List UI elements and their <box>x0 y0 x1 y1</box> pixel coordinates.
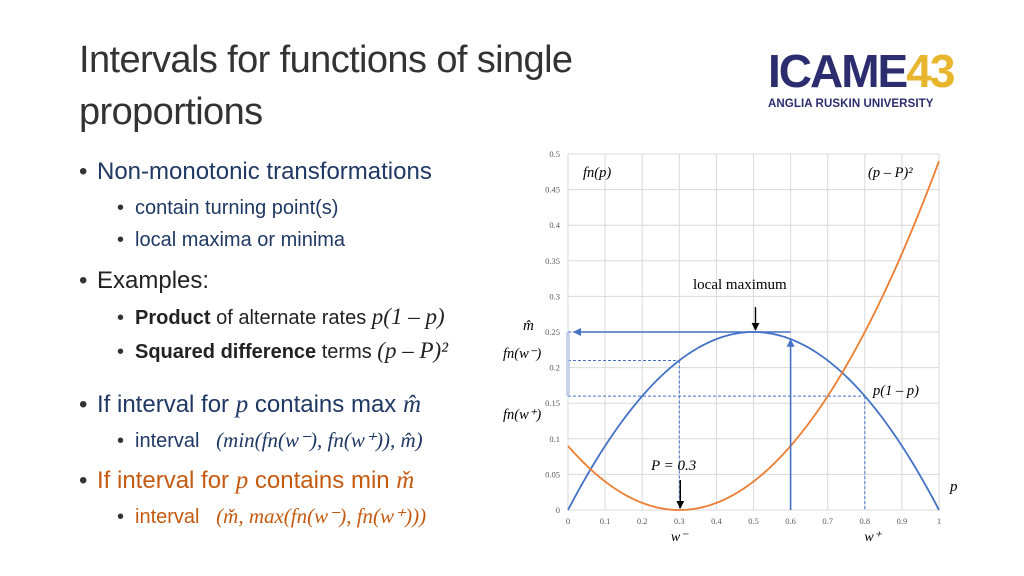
subbullet-interval-min: • interval (m̌, max(fn(w⁻), fn(w⁺))) <box>117 504 426 529</box>
bullet-examples: • Examples: <box>79 267 209 295</box>
sq-curve-label: (p – P)² <box>868 165 913 181</box>
bullet-text: Examples: <box>97 267 210 294</box>
ifmin-sym: m̌ <box>396 467 415 494</box>
y-tick-label: 0.5 <box>549 149 560 159</box>
x-tick-label: 0.2 <box>637 516 648 526</box>
bullet-if-min: • If interval for p contains min m̌ <box>79 467 414 495</box>
title-line-2: proportions <box>79 91 263 133</box>
x-tick-label: 0.4 <box>711 516 722 526</box>
bullet-dot: • <box>117 197 125 219</box>
fn-p-label: fn(p) <box>583 165 611 181</box>
y-tick-label: 0.25 <box>545 327 560 337</box>
chart-annotations: fn(p) (p – P)² local maximum m̂ fn(w⁻) fn(w⁺)… <box>503 165 958 545</box>
x-tick-label: 0.7 <box>822 516 833 526</box>
interval-band <box>566 332 570 397</box>
bullet-dot: • <box>117 307 125 329</box>
fn-wplus-label: fn(w⁺) <box>503 407 541 423</box>
bullet-dot: • <box>117 229 125 251</box>
ifmin-pre: If interval for <box>97 467 230 494</box>
wplus-label: w⁺ <box>864 530 882 545</box>
interval-label: interval <box>135 506 200 528</box>
logo-mark: ICAME43 <box>768 46 958 96</box>
interval-label: interval <box>135 430 200 452</box>
bullet-dot: • <box>117 430 125 452</box>
sqdiff-bold: Squared difference <box>135 341 317 363</box>
x-tick-label: 0.1 <box>600 516 611 526</box>
subbullet-turning: • contain turning point(s) <box>117 197 338 220</box>
ifmax-pre: If interval for <box>97 391 230 418</box>
x-tick-label: 0.5 <box>748 516 759 526</box>
x-tick-label: 0.9 <box>897 516 908 526</box>
sqdiff-rest: terms <box>321 341 372 363</box>
ifmin-p: p <box>235 467 249 494</box>
wminus-label: w⁻ <box>671 530 689 545</box>
x-tick-label: 1 <box>937 516 941 526</box>
y-tick-label: 0.3 <box>549 291 560 301</box>
x-tick-label: 0.8 <box>859 516 870 526</box>
y-tick-label: 0.15 <box>545 398 560 408</box>
bullet-dot: • <box>79 391 88 418</box>
y-tick-label: 0.45 <box>545 185 560 195</box>
bullet-dot: • <box>79 467 88 494</box>
y-tick-label: 0 <box>556 505 560 515</box>
ifmin-post: contains min <box>254 467 390 494</box>
bullet-dot: • <box>117 506 125 528</box>
P-value-label: P = 0.3 <box>650 458 696 474</box>
chart-ticks: 0 0.1 0.2 0.3 0.4 0.5 0.6 0.7 0.8 0.9 1 0 0.05 0.1 0.1… <box>545 149 941 526</box>
ifmax-post: contains max <box>254 391 397 418</box>
product-formula: p(1 – p) <box>371 304 445 329</box>
bullet-if-max: • If interval for p contains max m̂ <box>79 391 421 419</box>
y-tick-label: 0.05 <box>545 469 560 479</box>
interval-min-formula: (m̌, max(fn(w⁻), fn(w⁺))) <box>216 504 427 528</box>
squared-diff-curve <box>567 160 940 511</box>
sqdiff-formula: (p – P)² <box>377 338 449 363</box>
y-tick-label: 0.4 <box>549 220 560 230</box>
bullet-text: local maxima or minima <box>135 229 346 251</box>
mhat-label: m̂ <box>523 318 534 334</box>
bullet-dot: • <box>79 267 88 294</box>
bullet-text: Non-monotonic transformations <box>97 158 432 185</box>
bullet-dot: • <box>117 341 125 363</box>
subbullet-localmax: • local maxima or minima <box>117 229 345 252</box>
product-bold: Product <box>135 307 211 329</box>
x-tick-label: 0.3 <box>674 516 685 526</box>
bullet-text: contain turning point(s) <box>135 197 339 219</box>
prod-curve-label: p(1 – p) <box>872 383 919 399</box>
local-max-label: local maximum <box>693 277 787 293</box>
x-tick-label: 0.6 <box>785 516 796 526</box>
page-title: Intervals for functions of single propor… <box>79 34 639 138</box>
y-tick-label: 0.2 <box>549 363 560 373</box>
bullet-dot: • <box>79 158 88 185</box>
logo-icame-text: ICAME <box>768 45 908 97</box>
y-tick-label: 0.1 <box>549 434 560 444</box>
icame-logo: ICAME43 ANGLIA RUSKIN UNIVERSITY <box>768 46 958 116</box>
title-line-1: Intervals for functions of single <box>79 39 573 81</box>
y-tick-label: 0.35 <box>545 256 560 266</box>
subbullet-sqdiff: • Squared difference terms (p – P)² <box>117 338 448 364</box>
product-rest: of alternate rates <box>216 307 367 329</box>
logo-number: 43 <box>906 45 955 97</box>
p-axis-label: p <box>949 479 958 495</box>
ifmax-sym: m̂ <box>402 391 422 418</box>
fn-wminus-label: fn(w⁻) <box>503 346 541 362</box>
bullet-nonmonotonic: • Non-monotonic transformations <box>79 158 432 186</box>
chart-guides <box>566 331 866 510</box>
ifmax-p: p <box>235 391 249 418</box>
subbullet-product: • Product of alternate rates p(1 – p) <box>117 304 445 330</box>
logo-subtitle: ANGLIA RUSKIN UNIVERSITY <box>768 98 934 110</box>
x-tick-label: 0 <box>566 516 570 526</box>
subbullet-interval-max: • interval (min(fn(w⁻), fn(w⁺)), m̂) <box>117 428 423 453</box>
interval-max-formula: (min(fn(w⁻), fn(w⁺)), m̂) <box>216 428 423 452</box>
